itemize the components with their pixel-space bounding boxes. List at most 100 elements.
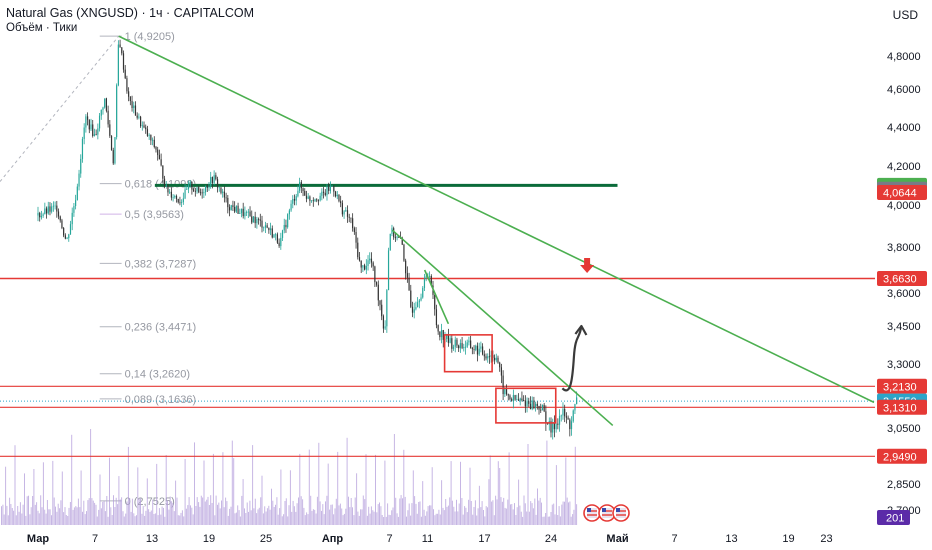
volume-bar (137, 467, 139, 525)
candle-body (257, 219, 260, 220)
volume-bar (77, 498, 79, 525)
volume-bar (261, 475, 263, 525)
volume-bar (126, 501, 128, 525)
volume-bar (176, 497, 178, 525)
range-box[interactable] (443, 334, 493, 373)
candle-body (552, 422, 554, 433)
candle-body (59, 216, 61, 221)
volume-bar (179, 515, 181, 525)
candle-body (85, 116, 87, 128)
candle-body (90, 124, 92, 130)
volume-bar (225, 497, 227, 525)
candle-body (386, 290, 388, 327)
volume-bar (474, 500, 476, 525)
horizontal-levels[interactable] (0, 183, 875, 457)
volume-bar (42, 462, 44, 525)
event-flags[interactable] (583, 504, 630, 522)
volume-bar (17, 506, 19, 525)
candle-body (235, 205, 237, 212)
volume-bar (19, 502, 21, 525)
volume-bar (150, 510, 152, 525)
volume-bar (199, 506, 201, 525)
price-tick-label: 4,6000 (887, 84, 921, 96)
candle-body (369, 258, 371, 261)
candle-body (483, 354, 485, 357)
candle-body (121, 47, 123, 54)
volume-bar (528, 511, 530, 525)
volume-bar (119, 499, 121, 525)
candle-body (239, 213, 241, 214)
candle-body (512, 395, 514, 401)
volume-bar (487, 507, 488, 525)
volume-bar (516, 507, 518, 525)
candle-body (463, 347, 465, 349)
down-arrow-marker[interactable] (580, 258, 595, 273)
volume-bar (248, 511, 249, 525)
volume-bar (40, 495, 42, 525)
volume-bar (45, 513, 47, 525)
candle-body (203, 192, 205, 194)
candle-body (541, 404, 544, 411)
volume-bar (366, 515, 368, 525)
volume-bar (484, 516, 486, 525)
volume-bar (87, 500, 89, 525)
volume-bar (407, 510, 409, 525)
volume-bar (192, 514, 194, 525)
time-tick-label: 17 (478, 533, 490, 545)
volume-bar (295, 511, 297, 525)
candle-body (145, 127, 147, 130)
volume-bar (122, 511, 124, 525)
candle-body (540, 409, 542, 411)
volume-bar (404, 496, 406, 525)
candle-body (299, 182, 301, 191)
volume-bar (468, 499, 470, 525)
volume-bar (231, 440, 233, 525)
volume-bar (557, 515, 559, 525)
candle-body (408, 277, 410, 291)
projection-arrow[interactable] (561, 325, 583, 392)
candle-body (435, 309, 438, 326)
volume-bar (531, 503, 533, 525)
volume-bar (337, 451, 339, 525)
candle-body (268, 227, 270, 231)
volume-bar (134, 516, 136, 525)
trendline[interactable] (118, 35, 875, 404)
volume-bar (227, 515, 229, 525)
price-axis[interactable]: 4,8000 4,6000 4,4000 4,2000 4,0000 3,8000 3,60… (887, 51, 921, 517)
candle-body (122, 53, 125, 70)
candle-body (362, 265, 364, 268)
candle-body (169, 191, 171, 193)
volume-bar (69, 502, 71, 525)
volume-bar (346, 437, 348, 525)
volume-bar (511, 504, 513, 525)
volume-bar (102, 501, 104, 525)
volume-bar (310, 495, 312, 525)
volume-bar (427, 506, 429, 525)
time-axis[interactable]: Мар 7 13 19 25 Апр 7 11 17 24 Май 7 13 19 23 (27, 533, 833, 545)
volume-bar (190, 505, 191, 525)
candle-body (95, 134, 97, 135)
volume-bar (422, 481, 424, 525)
candle-body (222, 191, 224, 193)
range-box[interactable] (495, 387, 557, 424)
candle-body (261, 220, 263, 228)
fibonacci-retracement[interactable]: 1 (4,9205)0,618 (4,1098)0,5 (3,9563)0,38… (0, 31, 196, 508)
trendline[interactable] (391, 229, 614, 427)
volume-bar (160, 514, 162, 525)
candle-body (131, 101, 133, 109)
trendline[interactable] (423, 269, 450, 325)
volume-bar (239, 516, 241, 525)
volume-bar (298, 497, 299, 525)
volume-bar (434, 515, 436, 525)
candle-body (312, 200, 314, 202)
volume-bar (211, 503, 213, 525)
volume-bar (481, 501, 483, 525)
time-tick-label: 13 (146, 533, 158, 545)
candle-body (251, 216, 253, 223)
volume-bar (339, 503, 341, 525)
drawings[interactable] (118, 35, 875, 427)
price-tick-label: 3,8000 (887, 242, 921, 254)
candle-body (162, 165, 164, 179)
candle-body (73, 206, 75, 213)
